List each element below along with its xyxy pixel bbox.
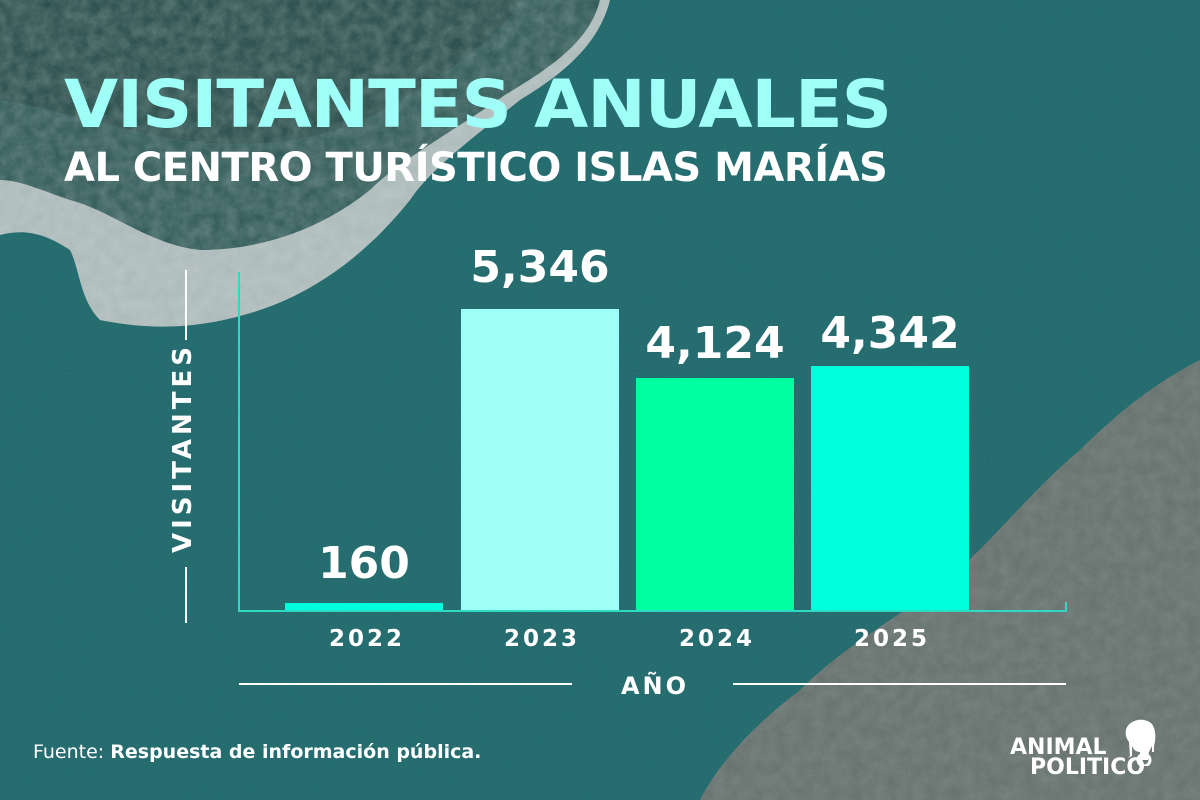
x-axis-line [238, 610, 1067, 612]
bar-2022 [285, 603, 443, 611]
logo-line-1: ANIMAL [1010, 735, 1107, 760]
elephant-icon [1125, 719, 1156, 766]
y-label-line-bottom [185, 567, 187, 623]
x-axis-label: AÑO [620, 672, 690, 700]
y-axis-line [238, 272, 240, 612]
logo-line-2: POLITICO [1030, 755, 1146, 780]
y-label-line-top [185, 270, 187, 340]
value-label-2025: 4,342 [820, 308, 960, 359]
value-label-2023: 5,346 [470, 242, 610, 293]
x-label-line-left [239, 683, 572, 685]
bar-2023 [461, 309, 619, 611]
x-tick-2024: 2024 [678, 626, 755, 652]
source-note: Fuente: Respuesta de información pública… [33, 741, 481, 763]
chart-title: VISITANTES ANUALES [64, 66, 892, 143]
x-tick-2022: 2022 [328, 626, 405, 652]
animal-politico-logo: ANIMAL POLITICO [1010, 719, 1156, 780]
x-label-line-right [733, 683, 1066, 685]
y-axis-label: VISITANTES [168, 342, 198, 554]
source-text: Respuesta de información pública. [110, 741, 482, 763]
x-axis-end-tick [1065, 602, 1067, 612]
x-tick-2025: 2025 [853, 626, 930, 652]
x-tick-2023: 2023 [503, 626, 580, 652]
value-label-2024: 4,124 [645, 318, 785, 369]
value-label-2022: 160 [318, 538, 410, 589]
bar-2024 [636, 378, 794, 611]
chart-subtitle: AL CENTRO TURÍSTICO ISLAS MARÍAS [64, 145, 888, 191]
bar-2025 [811, 366, 969, 611]
source-prefix: Fuente: [33, 741, 111, 763]
